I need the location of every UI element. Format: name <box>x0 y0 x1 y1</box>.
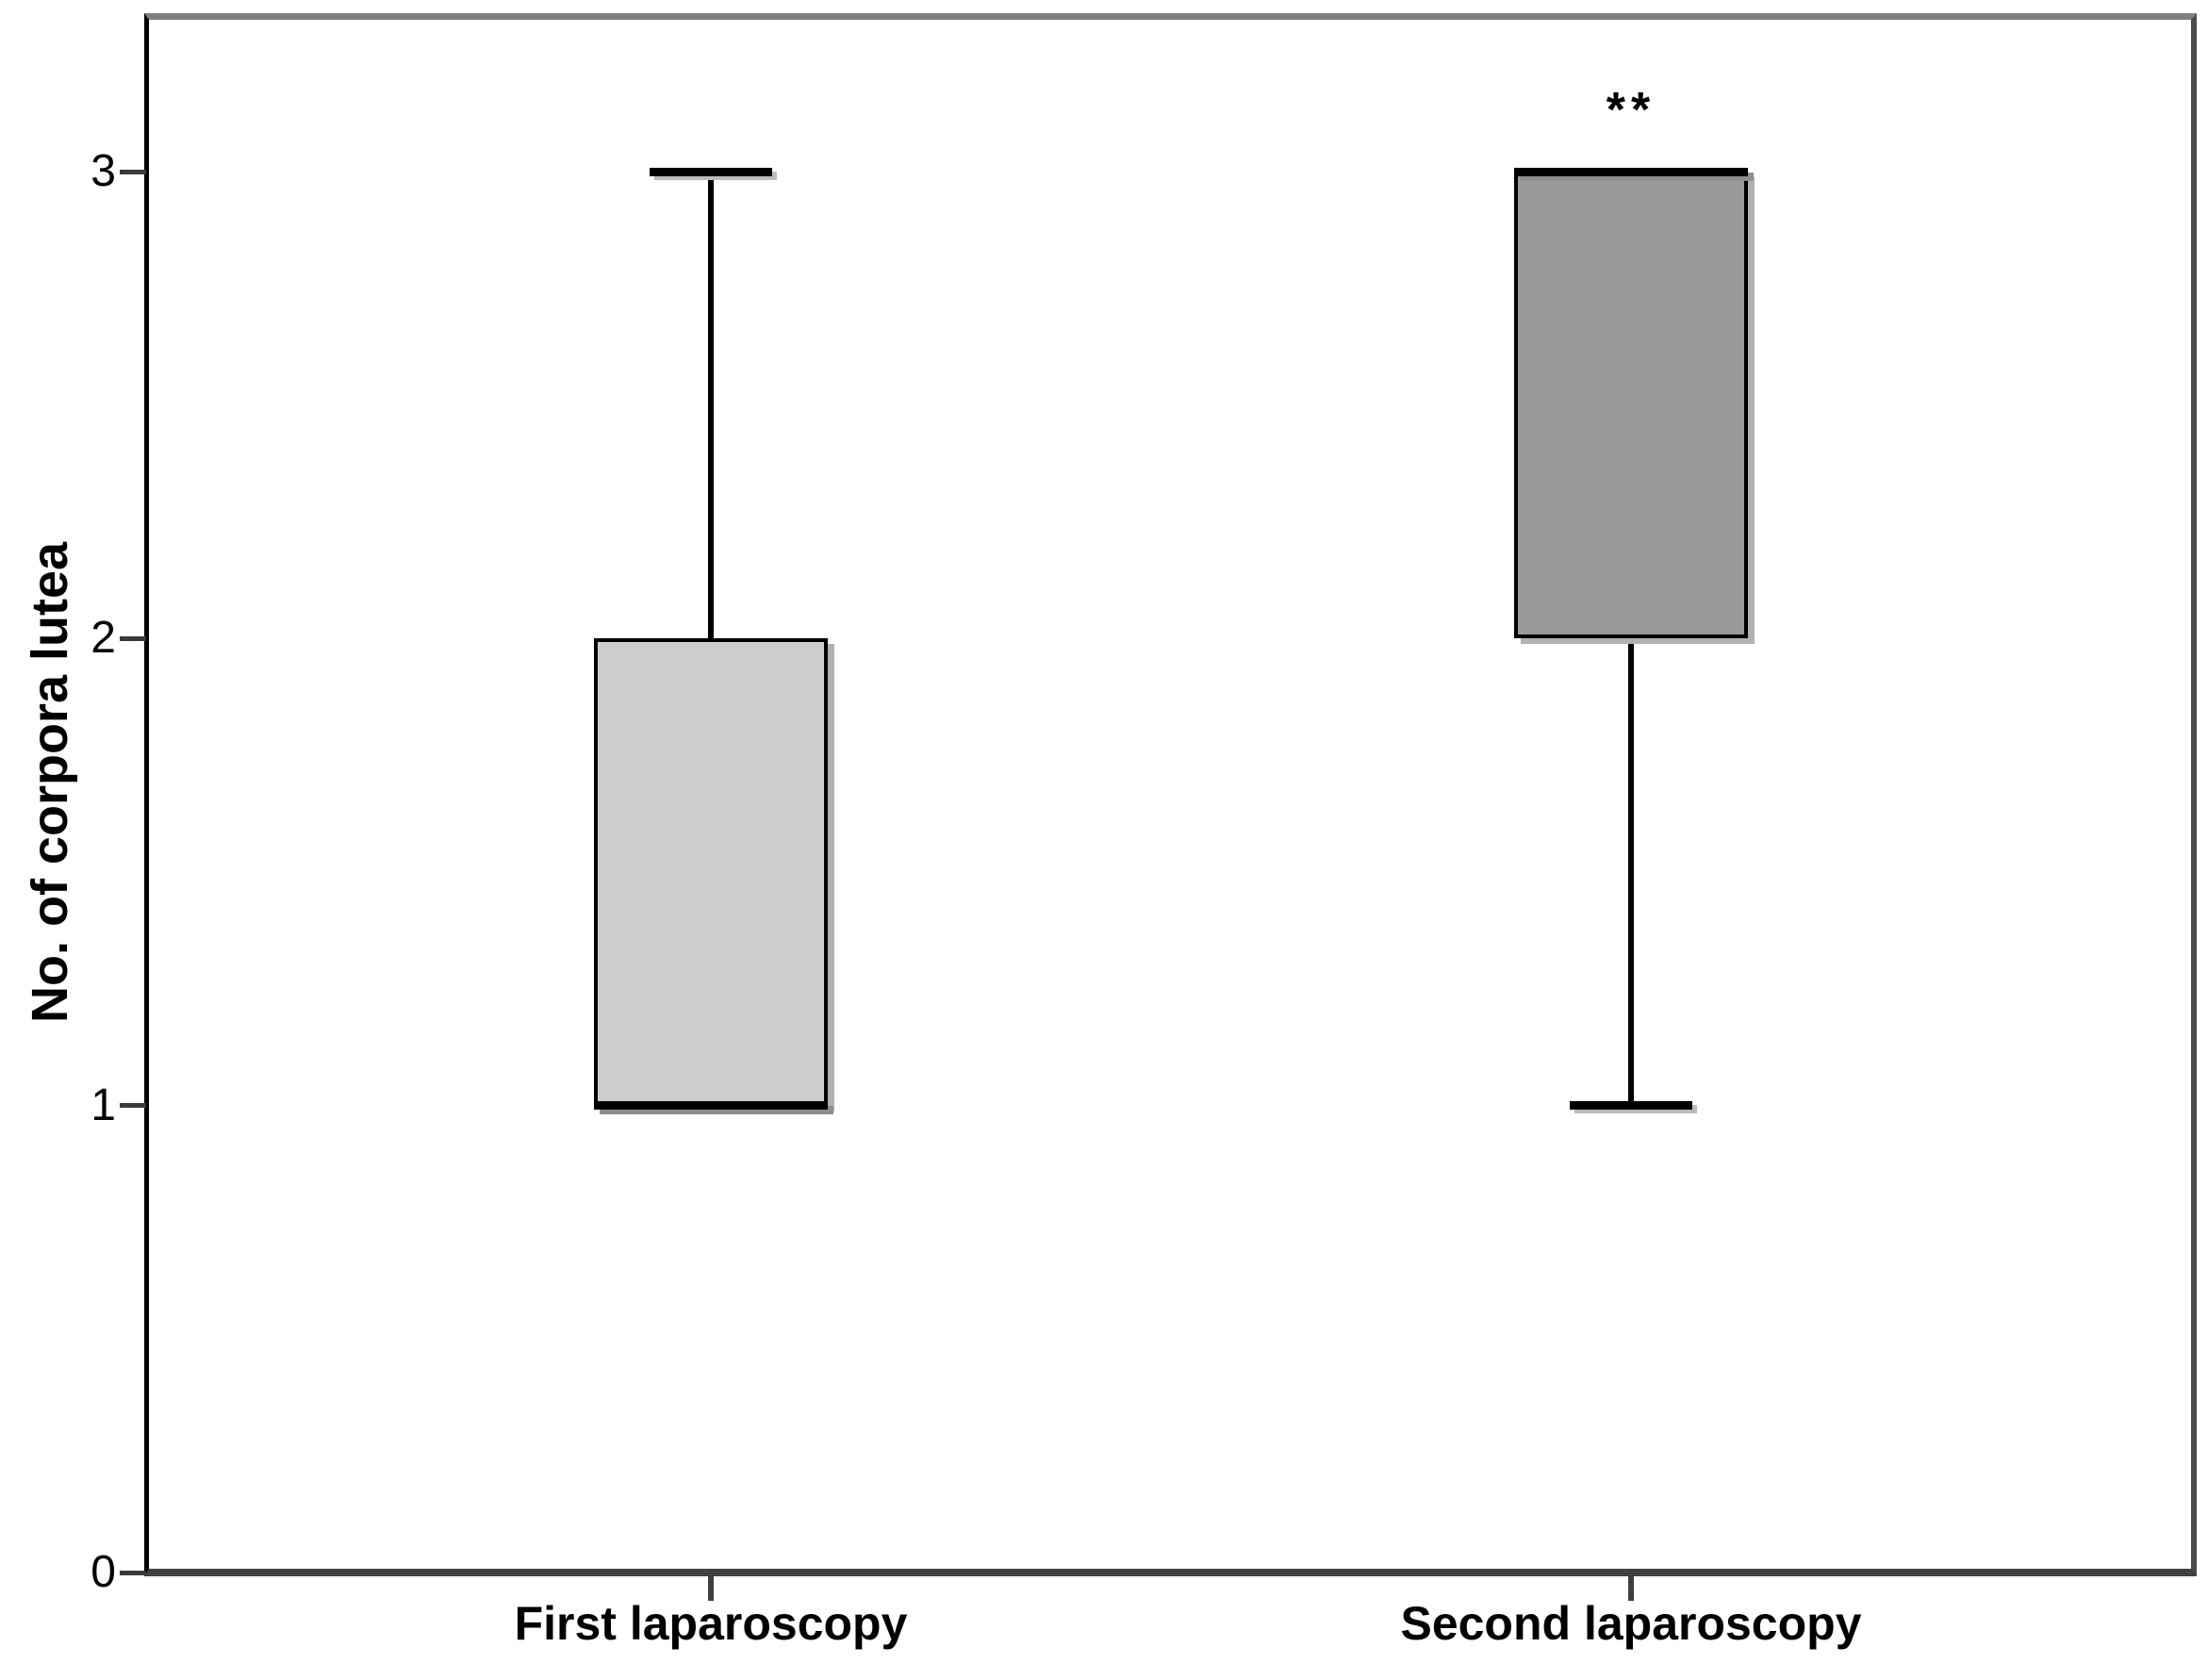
y-tick-mark-1 <box>120 1103 146 1109</box>
y-axis-title: No. of corpora lutea <box>22 541 78 1024</box>
y-tick-label-2: 2 <box>91 613 116 664</box>
upper-whisker-first-laparoscopy <box>708 172 714 639</box>
y-tick-label-3: 3 <box>91 146 116 196</box>
x-category-label-second-laparoscopy: Second laparoscopy <box>1400 1597 1862 1650</box>
median-line-first-laparoscopy <box>594 1101 828 1111</box>
x-tick-mark-first-laparoscopy <box>708 1576 714 1601</box>
min-whisker-cap-second-laparoscopy <box>1570 1101 1692 1111</box>
max-whisker-cap-first-laparoscopy <box>650 167 772 176</box>
y-tick-label-1: 1 <box>91 1079 116 1130</box>
median-line-second-laparoscopy <box>1514 167 1748 176</box>
x-tick-mark-second-laparoscopy <box>1628 1576 1634 1601</box>
y-tick-mark-3 <box>120 169 146 174</box>
lower-whisker-second-laparoscopy <box>1628 638 1634 1106</box>
y-tick-label-0: 0 <box>91 1547 116 1597</box>
significance-annotation-second-laparoscopy: ** <box>1606 83 1656 138</box>
y-tick-mark-0 <box>120 1570 146 1575</box>
y-tick-mark-2 <box>120 635 146 641</box>
plot-frame <box>144 13 2197 1576</box>
x-category-label-first-laparoscopy: First laparoscopy <box>514 1597 908 1650</box>
box-first-laparoscopy <box>594 638 828 1106</box>
box-second-laparoscopy <box>1514 172 1748 639</box>
